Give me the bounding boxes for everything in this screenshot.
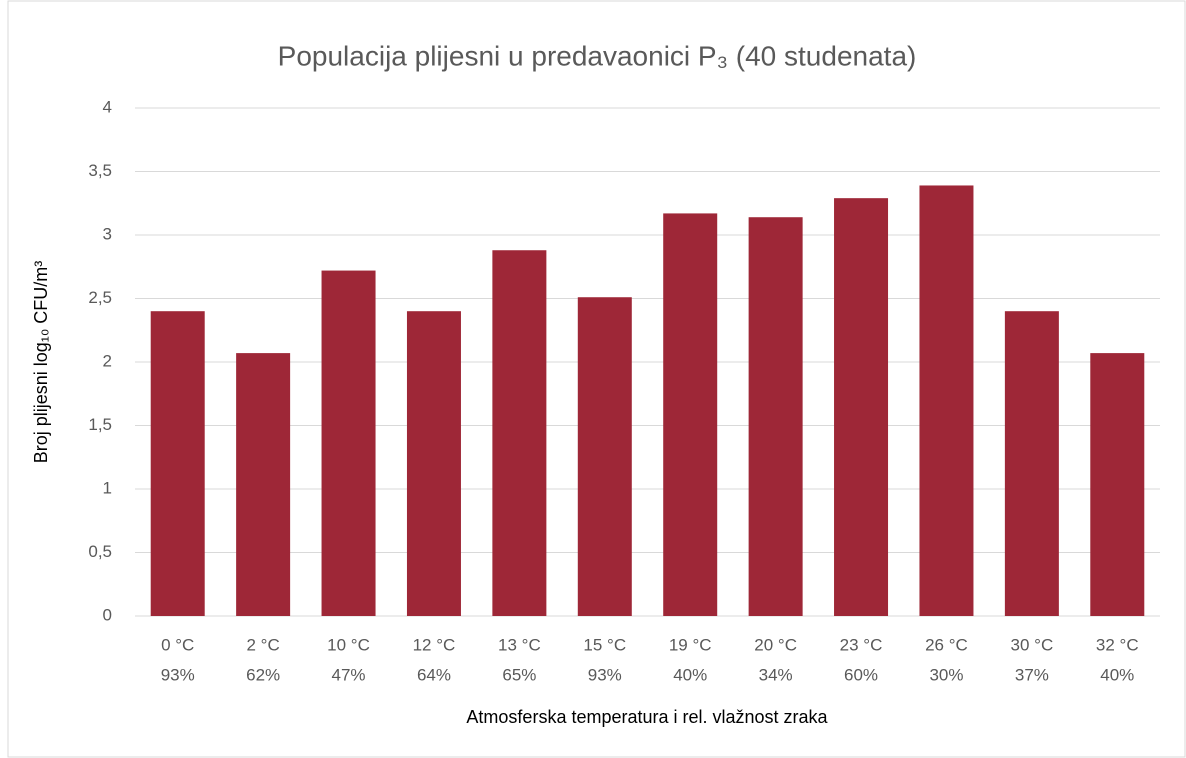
bar [236, 353, 291, 616]
x-tick-label: 20 °C [754, 635, 797, 654]
x-tick-label: 93% [588, 665, 622, 684]
x-tick-label: 23 °C [840, 635, 883, 654]
bar [321, 270, 376, 616]
x-axis-label: Atmosferska temperatura i rel. vlažnost … [466, 707, 828, 727]
bar [1090, 353, 1145, 616]
bar [919, 185, 974, 616]
x-tick-label: 60% [844, 665, 878, 684]
x-tick-label: 30% [929, 665, 963, 684]
bar [834, 198, 889, 617]
x-tick-label: 2 °C [246, 635, 279, 654]
y-tick-label: 0 [103, 605, 112, 624]
x-tick-label: 40% [1100, 665, 1134, 684]
bar [1004, 311, 1059, 616]
bar [492, 250, 547, 617]
y-tick-label: 0,5 [88, 542, 112, 561]
bar [150, 311, 205, 616]
y-tick-label: 3 [103, 224, 112, 243]
bar [577, 297, 632, 616]
y-axis-label: Broj plijesni log₁₀ CFU/m³ [31, 261, 51, 464]
y-tick-label: 2,5 [88, 288, 112, 307]
x-tick-label: 37% [1015, 665, 1049, 684]
x-tick-label: 32 °C [1096, 635, 1139, 654]
x-tick-label: 30 °C [1011, 635, 1054, 654]
y-tick-label: 1,5 [88, 415, 112, 434]
x-tick-label: 64% [417, 665, 451, 684]
x-tick-label: 65% [502, 665, 536, 684]
bar [663, 213, 718, 616]
x-tick-label: 62% [246, 665, 280, 684]
x-tick-label: 47% [332, 665, 366, 684]
x-tick-label: 26 °C [925, 635, 968, 654]
x-tick-label: 13 °C [498, 635, 541, 654]
x-tick-label: 34% [759, 665, 793, 684]
bar [748, 217, 803, 616]
x-tick-label: 10 °C [327, 635, 370, 654]
y-tick-label: 1 [103, 478, 112, 497]
x-tick-label: 15 °C [583, 635, 626, 654]
bar [406, 311, 461, 616]
chart-title: Populacija plijesni u predavaonici P₃ (4… [278, 40, 917, 71]
x-tick-label: 12 °C [413, 635, 456, 654]
y-tick-label: 2 [103, 351, 112, 370]
x-tick-label: 0 °C [161, 635, 194, 654]
y-tick-label: 3,5 [88, 161, 112, 180]
y-tick-label: 4 [103, 97, 112, 116]
x-tick-label: 93% [161, 665, 195, 684]
x-tick-label: 19 °C [669, 635, 712, 654]
x-tick-label: 40% [673, 665, 707, 684]
